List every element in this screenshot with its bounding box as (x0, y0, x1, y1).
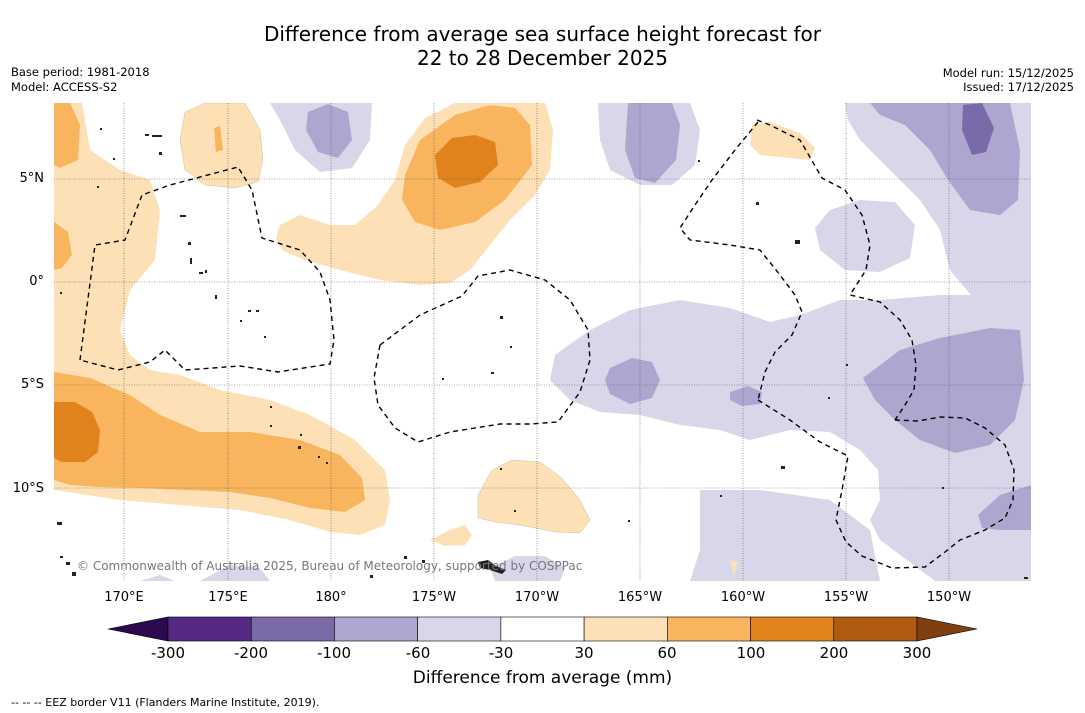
eez-borders (79, 119, 1015, 569)
colorbar-segment (500, 616, 585, 642)
graticule (54, 103, 1031, 581)
colorbar-tick: -100 (316, 644, 352, 662)
model-run-date: Model run: 15/12/2025 (942, 66, 1074, 80)
lon-label-165w: 165°W (617, 590, 663, 605)
colorbar-tick: 100 (736, 644, 766, 662)
colorbar-tick: 30 (574, 644, 594, 662)
lon-label-155w: 155°W (823, 590, 869, 605)
colorbar-tick: -30 (488, 644, 514, 662)
base-period: Base period: 1981-2018 (11, 65, 150, 79)
colorbar-extend-low (107, 616, 169, 642)
colorbar-segment (833, 616, 918, 642)
colorbar-segment (583, 616, 668, 642)
lat-label-5n: 5°N (19, 171, 45, 186)
lat-label-10s: 10°S (12, 481, 44, 496)
colorbar-segment (667, 616, 751, 642)
lat-label-5s: 5°S (20, 377, 44, 392)
islands (57, 128, 1028, 579)
colorbar-tick: -60 (405, 644, 431, 662)
eez-legend-note: -- -- -- EEZ border V11 (Flanders Marine… (11, 696, 320, 709)
lon-label-175w: 175°W (411, 590, 457, 605)
colorbar-segment (167, 616, 252, 642)
model-name: Model: ACCESS-S2 (11, 80, 118, 94)
colorbar-label: Difference from average (mm) (412, 668, 673, 688)
colorbar-segment (417, 616, 502, 642)
colorbar-segment (750, 616, 835, 642)
lat-label-0: 0° (29, 274, 44, 289)
lon-label-150w: 150°W (926, 590, 972, 605)
issued-date: Issued: 17/12/2025 (963, 80, 1074, 94)
map-title-line-1: Difference from average sea surface heig… (263, 22, 822, 46)
colorbar-segment (334, 616, 418, 642)
colorbar-tick: 60 (657, 644, 677, 662)
colorbar-extend-high (916, 616, 978, 642)
colorbar-tick: -300 (150, 644, 186, 662)
colorbar-tick: -200 (233, 644, 269, 662)
copyright-notice: © Commonwealth of Australia 2025, Bureau… (77, 559, 583, 573)
lon-label-180: 180° (315, 590, 347, 605)
lon-label-160w: 160°W (720, 590, 766, 605)
lon-label-170e: 170°E (104, 590, 144, 605)
lon-label-170w: 170°W (514, 590, 560, 605)
anomaly-contours (54, 103, 1031, 581)
colorbar-tick: 300 (902, 644, 932, 662)
map-title-line-2: 22 to 28 December 2025 (416, 46, 668, 70)
lon-label-175e: 175°E (208, 590, 248, 605)
colorbar-tick: 200 (819, 644, 849, 662)
colorbar-segment (250, 616, 335, 642)
